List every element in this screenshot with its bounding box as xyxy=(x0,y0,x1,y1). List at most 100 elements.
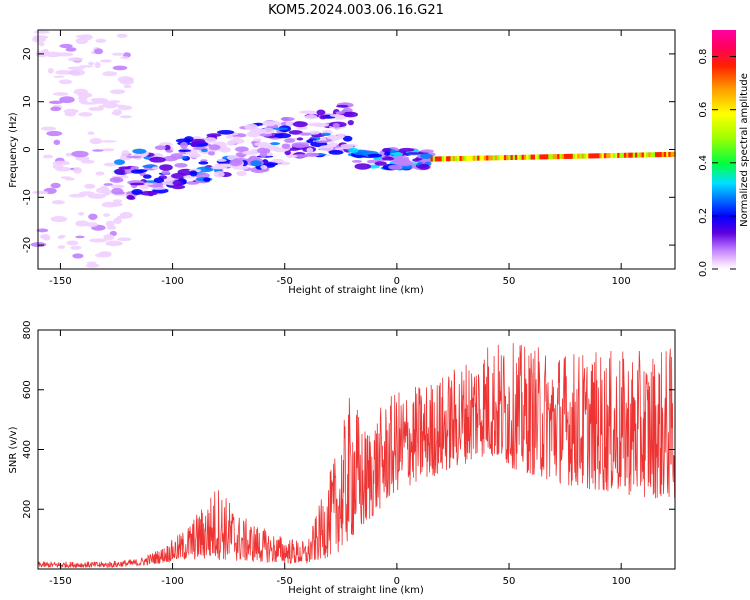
heatmap-cell xyxy=(670,151,674,157)
heatmap-cell xyxy=(73,88,88,96)
heatmap-cell xyxy=(548,154,552,160)
heatmap-cell xyxy=(232,136,241,140)
heatmap-cell xyxy=(65,152,73,157)
heatmap-cell xyxy=(354,163,371,170)
heatmap-cell xyxy=(532,154,536,160)
spectrogram-x-tick-label: 0 xyxy=(394,276,400,287)
heatmap-cell xyxy=(572,153,576,159)
spectrogram-y-tick-label: 20 xyxy=(22,48,33,61)
heatmap-cell xyxy=(574,153,579,159)
snr-y-tick-label: 400 xyxy=(22,440,33,459)
heatmap-cell xyxy=(120,56,130,60)
heatmap-cell xyxy=(299,132,312,136)
heatmap-cell xyxy=(90,98,100,103)
colorbar-gradient xyxy=(712,30,736,269)
heatmap-cell xyxy=(50,106,62,112)
heatmap-cell xyxy=(112,65,128,71)
heatmap-cell xyxy=(304,114,318,120)
heatmap-cell xyxy=(46,130,63,137)
heatmap-cell xyxy=(164,144,171,151)
heatmap-cell xyxy=(88,213,98,220)
heatmap-cell xyxy=(102,71,118,77)
heatmap-cell xyxy=(34,30,50,34)
heatmap-cell xyxy=(639,152,643,158)
spectrogram-x-tick-label: -100 xyxy=(161,276,184,287)
heatmap-cell xyxy=(483,155,487,161)
heatmap-cell xyxy=(492,155,496,161)
heatmap-cell xyxy=(151,166,159,170)
heatmap-cell xyxy=(101,148,115,152)
heatmap-cell xyxy=(101,201,118,208)
heatmap-cell xyxy=(111,187,124,195)
heatmap-cell xyxy=(557,154,561,160)
snr-marks xyxy=(38,343,675,569)
heatmap-cell xyxy=(80,34,93,41)
heatmap-cell xyxy=(597,153,601,159)
heatmap-cell xyxy=(40,126,57,131)
heatmap-cell xyxy=(563,153,567,159)
heatmap-cell xyxy=(307,110,316,115)
spectrogram-x-tick-label: 50 xyxy=(503,276,516,287)
heatmap-cell xyxy=(85,263,100,268)
heatmap-cell xyxy=(510,154,514,160)
heatmap-cell xyxy=(503,155,507,161)
heatmap-cell xyxy=(103,234,115,241)
heatmap-cell xyxy=(217,130,235,135)
heatmap-cell xyxy=(501,155,505,161)
heatmap-cell xyxy=(506,155,510,161)
heatmap-cell xyxy=(420,153,433,159)
heatmap-cell xyxy=(634,152,639,158)
heatmap-cell xyxy=(586,153,590,159)
heatmap-cell xyxy=(641,152,645,158)
heatmap-cell xyxy=(623,152,627,158)
heatmap-cell xyxy=(332,122,340,129)
heatmap-cell xyxy=(85,222,98,228)
heatmap-cell xyxy=(67,66,85,70)
spectrogram-y-axis-label: Frequency (Hz) xyxy=(8,112,19,188)
heatmap-cell xyxy=(318,145,334,152)
heatmap-cell xyxy=(552,154,556,160)
heatmap-cell xyxy=(488,155,492,161)
heatmap-cell xyxy=(92,149,104,152)
heatmap-cell xyxy=(561,153,565,159)
heatmap-cell xyxy=(439,156,443,162)
heatmap-cell xyxy=(452,156,456,162)
heatmap-cell xyxy=(40,233,50,240)
heatmap-cell xyxy=(103,183,114,186)
snr-series-line xyxy=(38,343,675,569)
heatmap-cell xyxy=(153,177,165,183)
heatmap-cell xyxy=(143,174,152,179)
heatmap-cell xyxy=(466,155,470,161)
heatmap-cell xyxy=(102,101,118,109)
heatmap-cell xyxy=(637,152,641,158)
heatmap-cell xyxy=(52,160,71,166)
heatmap-cell xyxy=(374,161,387,166)
heatmap-cell xyxy=(271,158,284,164)
spectrogram-x-tick-label: 100 xyxy=(612,276,631,287)
heatmap-cell xyxy=(203,177,211,182)
heatmap-cell xyxy=(112,199,123,203)
heatmap-cell xyxy=(382,148,392,153)
spectrogram-y-tick-label: -20 xyxy=(22,237,33,253)
snr-ticks: -150 -100 -50 0 50 100 200 400 600 800 xyxy=(22,320,675,587)
heatmap-cell xyxy=(112,52,125,56)
heatmap-cell xyxy=(619,152,623,158)
heatmap-cell xyxy=(534,154,539,160)
heatmap-cell xyxy=(348,147,359,153)
heatmap-cell xyxy=(594,153,599,159)
spectrogram-x-tick-label: -50 xyxy=(277,276,293,287)
heatmap-cell xyxy=(306,147,314,154)
heatmap-cell xyxy=(57,245,66,249)
heatmap-cell xyxy=(170,153,184,160)
heatmap-cell xyxy=(606,153,610,159)
heatmap-cell xyxy=(75,235,85,239)
heatmap-cell xyxy=(32,190,49,195)
heatmap-cell xyxy=(521,154,525,160)
heatmap-cell xyxy=(103,162,118,167)
heatmap-cell xyxy=(526,154,530,160)
heatmap-cell xyxy=(216,158,227,162)
heatmap-cell xyxy=(603,153,607,159)
heatmap-cell xyxy=(113,217,122,224)
heatmap-cell xyxy=(259,151,268,158)
heatmap-cell xyxy=(235,146,249,153)
